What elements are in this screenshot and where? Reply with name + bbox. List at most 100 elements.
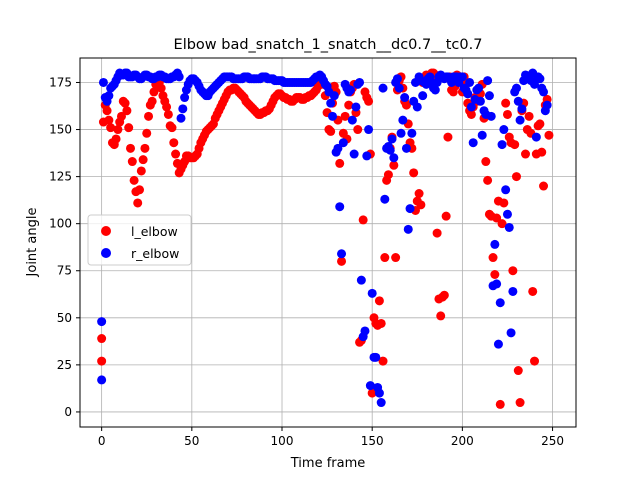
data-point-l_elbow xyxy=(111,134,121,144)
x-tick-label: 0 xyxy=(98,434,106,448)
data-point-r_elbow xyxy=(355,77,365,87)
x-axis-label: Time frame xyxy=(290,456,366,471)
legend-marker-l-elbow xyxy=(101,226,111,236)
data-point-l_elbow xyxy=(138,155,148,165)
data-point-r_elbow xyxy=(174,72,184,82)
data-point-l_elbow xyxy=(127,157,137,167)
data-point-l_elbow xyxy=(326,126,336,136)
data-point-r_elbow xyxy=(501,185,511,195)
data-point-r_elbow xyxy=(430,85,440,95)
data-point-l_elbow xyxy=(113,125,123,135)
data-point-r_elbow xyxy=(333,143,343,153)
data-point-r_elbow xyxy=(483,76,493,86)
data-point-r_elbow xyxy=(403,224,413,234)
data-point-l_elbow xyxy=(116,111,126,121)
data-point-l_elbow xyxy=(481,157,491,167)
data-point-r_elbow xyxy=(517,104,527,114)
data-point-r_elbow xyxy=(180,93,190,103)
legend-label-l-elbow: l_elbow xyxy=(131,224,178,239)
data-point-r_elbow xyxy=(468,138,478,148)
data-point-r_elbow xyxy=(97,317,107,327)
data-point-r_elbow xyxy=(389,153,399,163)
data-point-r_elbow xyxy=(530,79,540,89)
data-point-r_elbow xyxy=(508,286,518,296)
data-point-r_elbow xyxy=(497,140,507,150)
data-point-l_elbow xyxy=(528,286,538,296)
data-point-r_elbow xyxy=(515,115,525,125)
data-point-r_elbow xyxy=(407,128,417,138)
data-point-r_elbow xyxy=(539,87,549,97)
data-point-l_elbow xyxy=(358,215,368,225)
data-point-l_elbow xyxy=(513,366,523,376)
data-point-l_elbow xyxy=(416,200,426,210)
y-tick-label: 25 xyxy=(57,358,72,372)
data-point-r_elbow xyxy=(401,143,411,153)
chart-title: Elbow bad_snatch_1_snatch__dc0.7__tc0.7 xyxy=(174,37,483,53)
y-tick-label: 175 xyxy=(49,75,72,89)
data-point-l_elbow xyxy=(120,98,130,108)
data-point-r_elbow xyxy=(495,298,505,308)
data-point-r_elbow xyxy=(493,339,503,349)
data-point-r_elbow xyxy=(394,83,404,93)
data-point-r_elbow xyxy=(347,115,357,125)
data-point-r_elbow xyxy=(329,91,339,101)
data-point-r_elbow xyxy=(412,102,422,112)
data-point-r_elbow xyxy=(418,91,428,101)
y-tick-label: 125 xyxy=(49,170,72,184)
axis-ticks: 0 50 100 150 200 250 0 25 50 75 100 125 150 175 xyxy=(49,75,564,448)
data-point-l_elbow xyxy=(492,213,502,223)
data-point-l_elbow xyxy=(378,356,388,366)
data-point-l_elbow xyxy=(162,102,172,112)
legend-label-r-elbow: r_elbow xyxy=(131,246,179,261)
data-point-r_elbow xyxy=(396,128,406,138)
data-point-l_elbow xyxy=(169,138,179,148)
data-point-r_elbow xyxy=(349,149,359,159)
data-point-r_elbow xyxy=(387,134,397,144)
data-point-r_elbow xyxy=(376,398,386,408)
data-point-r_elbow xyxy=(362,151,372,161)
data-point-r_elbow xyxy=(457,72,467,82)
x-tick-label: 200 xyxy=(451,434,474,448)
data-point-r_elbow xyxy=(326,98,336,108)
data-point-l_elbow xyxy=(353,125,363,135)
data-points xyxy=(97,68,554,409)
data-point-r_elbow xyxy=(392,74,402,84)
data-point-r_elbow xyxy=(351,102,361,112)
data-point-r_elbow xyxy=(335,202,345,212)
data-point-l_elbow xyxy=(136,166,146,176)
data-point-l_elbow xyxy=(510,140,520,150)
data-point-l_elbow xyxy=(501,98,511,108)
data-point-l_elbow xyxy=(122,106,132,116)
data-point-l_elbow xyxy=(167,123,177,133)
y-tick-label: 50 xyxy=(57,311,72,325)
x-tick-label: 100 xyxy=(271,434,294,448)
data-point-r_elbow xyxy=(513,96,523,106)
data-point-r_elbow xyxy=(531,132,541,142)
data-point-r_elbow xyxy=(338,138,348,148)
data-point-r_elbow xyxy=(380,194,390,204)
data-point-l_elbow xyxy=(499,198,509,208)
y-tick-label: 100 xyxy=(49,217,72,231)
data-point-l_elbow xyxy=(535,119,545,129)
data-point-r_elbow xyxy=(346,85,356,95)
data-point-l_elbow xyxy=(488,253,498,263)
data-point-l_elbow xyxy=(483,175,493,185)
data-point-l_elbow xyxy=(129,175,139,185)
data-point-r_elbow xyxy=(405,204,415,214)
data-point-l_elbow xyxy=(502,109,512,119)
data-point-l_elbow xyxy=(443,132,453,142)
data-point-l_elbow xyxy=(441,211,451,221)
data-point-l_elbow xyxy=(335,158,345,168)
data-point-l_elbow xyxy=(508,266,518,276)
data-point-l_elbow xyxy=(367,388,377,398)
data-point-l_elbow xyxy=(439,290,449,300)
data-point-r_elbow xyxy=(506,328,516,338)
data-point-r_elbow xyxy=(499,125,509,135)
data-point-r_elbow xyxy=(465,77,475,87)
data-point-l_elbow xyxy=(133,198,143,208)
data-point-l_elbow xyxy=(495,399,505,409)
plot-area-frame xyxy=(79,57,577,428)
data-point-r_elbow xyxy=(378,83,388,93)
data-point-r_elbow xyxy=(360,326,370,336)
